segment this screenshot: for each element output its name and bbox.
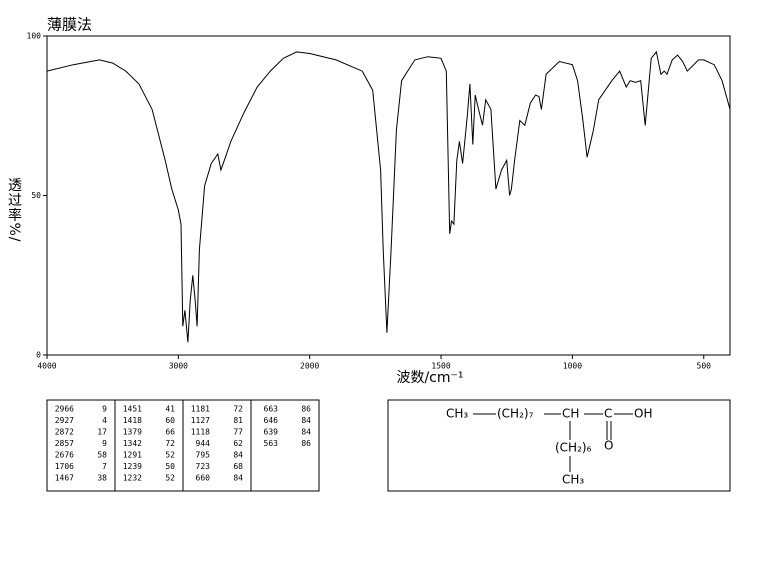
atom-label: (CH₂)₆: [555, 441, 592, 455]
peak-wavenumber: 2676: [55, 451, 74, 460]
peak-wavenumber: 2927: [55, 416, 74, 425]
peak-wavenumber: 639: [264, 428, 279, 437]
peak-wavenumber: 1418: [123, 416, 142, 425]
x-tick-label: 4000: [37, 362, 56, 371]
peak-transmittance: 84: [233, 451, 243, 460]
x-axis-label: 波数/cm⁻¹: [396, 370, 463, 386]
peak-wavenumber: 1706: [55, 462, 74, 471]
peak-transmittance: 72: [233, 405, 243, 414]
atom-label: OH: [634, 407, 652, 421]
peak-transmittance: 66: [165, 428, 175, 437]
plot: 4000 3000 2000 1500 1000 500 0 50 100: [27, 32, 731, 371]
x-tick-label: 500: [697, 362, 712, 371]
peak-transmittance: 41: [165, 405, 175, 414]
peak-wavenumber: 723: [196, 462, 211, 471]
peak-wavenumber: 1291: [123, 451, 142, 460]
peak-wavenumber: 2872: [55, 428, 74, 437]
atom-label: C: [604, 407, 612, 421]
peak-transmittance: 86: [301, 439, 311, 448]
peak-wavenumber: 1127: [191, 416, 210, 425]
peak-wavenumber: 944: [196, 439, 211, 448]
peak-wavenumber: 646: [264, 416, 279, 425]
peak-wavenumber: 1181: [191, 405, 210, 414]
peak-transmittance: 38: [97, 474, 107, 483]
atom-label: CH: [562, 407, 579, 421]
peak-transmittance: 68: [233, 462, 243, 471]
atom-label: O: [604, 439, 613, 453]
x-tick-label: 1000: [563, 362, 582, 371]
peak-transmittance: 84: [233, 474, 243, 483]
atom-label: CH₃: [562, 473, 584, 487]
x-tick-label: 2000: [300, 362, 319, 371]
peak-wavenumber: 563: [264, 439, 279, 448]
peak-transmittance: 81: [233, 416, 243, 425]
y-axis-label: 透过率%/: [6, 177, 22, 242]
peak-transmittance: 9: [102, 405, 107, 414]
y-tick-label: 0: [36, 351, 41, 360]
x-tick-label: 1500: [431, 362, 450, 371]
peak-transmittance: 4: [102, 416, 107, 425]
peak-wavenumber: 1467: [55, 474, 74, 483]
peak-transmittance: 72: [165, 439, 175, 448]
peak-table: 2966 9 2927 4 2872 17 2857 9 2676 58 1706 7 1467 38 14…: [55, 400, 311, 491]
peak-wavenumber: 1451: [123, 405, 142, 414]
peak-wavenumber: 1239: [123, 462, 142, 471]
peak-wavenumber: 1118: [191, 428, 210, 437]
atom-label: CH₃: [446, 407, 468, 421]
peak-transmittance: 86: [301, 405, 311, 414]
structure-frame: [387, 399, 731, 492]
peak-transmittance: 62: [233, 439, 243, 448]
peak-transmittance: 7: [102, 462, 107, 471]
peak-wavenumber: 2857: [55, 439, 74, 448]
peak-wavenumber: 795: [196, 451, 211, 460]
peak-wavenumber: 2966: [55, 405, 74, 414]
peak-wavenumber: 660: [196, 474, 211, 483]
peak-wavenumber: 1379: [123, 428, 142, 437]
peak-wavenumber: 1232: [123, 474, 142, 483]
y-tick-label: 50: [31, 191, 41, 200]
peak-transmittance: 50: [165, 462, 175, 471]
chart-title: 薄膜法: [47, 16, 92, 34]
atom-label: (CH₂)₇: [497, 407, 534, 421]
peak-wavenumber: 663: [264, 405, 279, 414]
y-tick-label: 100: [27, 32, 42, 41]
peak-transmittance: 9: [102, 439, 107, 448]
peak-transmittance: 17: [97, 428, 107, 437]
peak-transmittance: 60: [165, 416, 175, 425]
peak-wavenumber: 1342: [123, 439, 142, 448]
peak-transmittance: 84: [301, 428, 311, 437]
peak-transmittance: 52: [165, 451, 175, 460]
spectrum-line: [46, 50, 731, 343]
peak-transmittance: 84: [301, 416, 311, 425]
x-tick-label: 3000: [169, 362, 188, 371]
peak-transmittance: 52: [165, 474, 175, 483]
peak-transmittance: 77: [233, 428, 243, 437]
peak-transmittance: 58: [97, 451, 107, 460]
structure: CH₃ (CH₂)₇ CH C OH O (CH₂)₆ CH₃: [446, 407, 652, 487]
